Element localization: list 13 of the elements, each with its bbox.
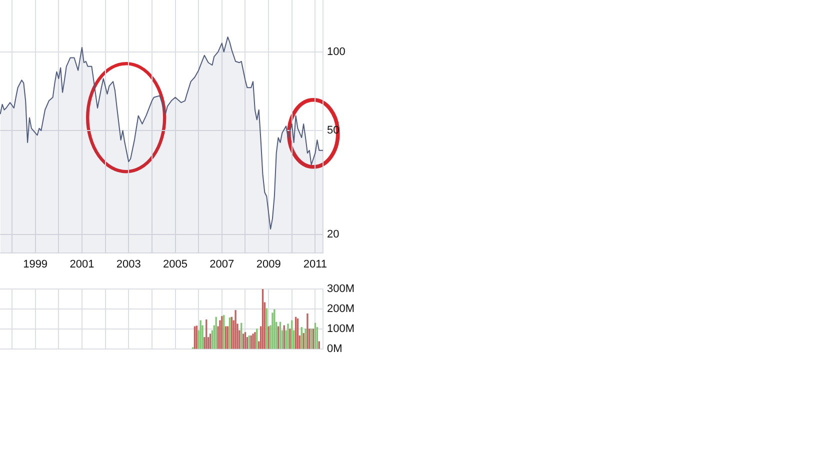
x-tick-label: 2001 (70, 258, 94, 271)
y-tick-label: 0M (327, 343, 342, 356)
x-tick-label: 2005 (163, 258, 188, 271)
y-tick-label: 20 (327, 228, 340, 241)
y-tick-label: 100M (327, 323, 355, 336)
x-tick-label: 2003 (116, 258, 141, 271)
x-tick-label: 2007 (210, 258, 234, 271)
x-tick-label: 2009 (256, 258, 281, 271)
y-tick-label: 100 (327, 46, 346, 58)
y-tick-label: 200M (327, 303, 355, 316)
x-tick-label: 1999 (23, 258, 48, 271)
x-tick-label: 2011 (303, 258, 328, 271)
y-tick-label: 300M (327, 283, 355, 296)
